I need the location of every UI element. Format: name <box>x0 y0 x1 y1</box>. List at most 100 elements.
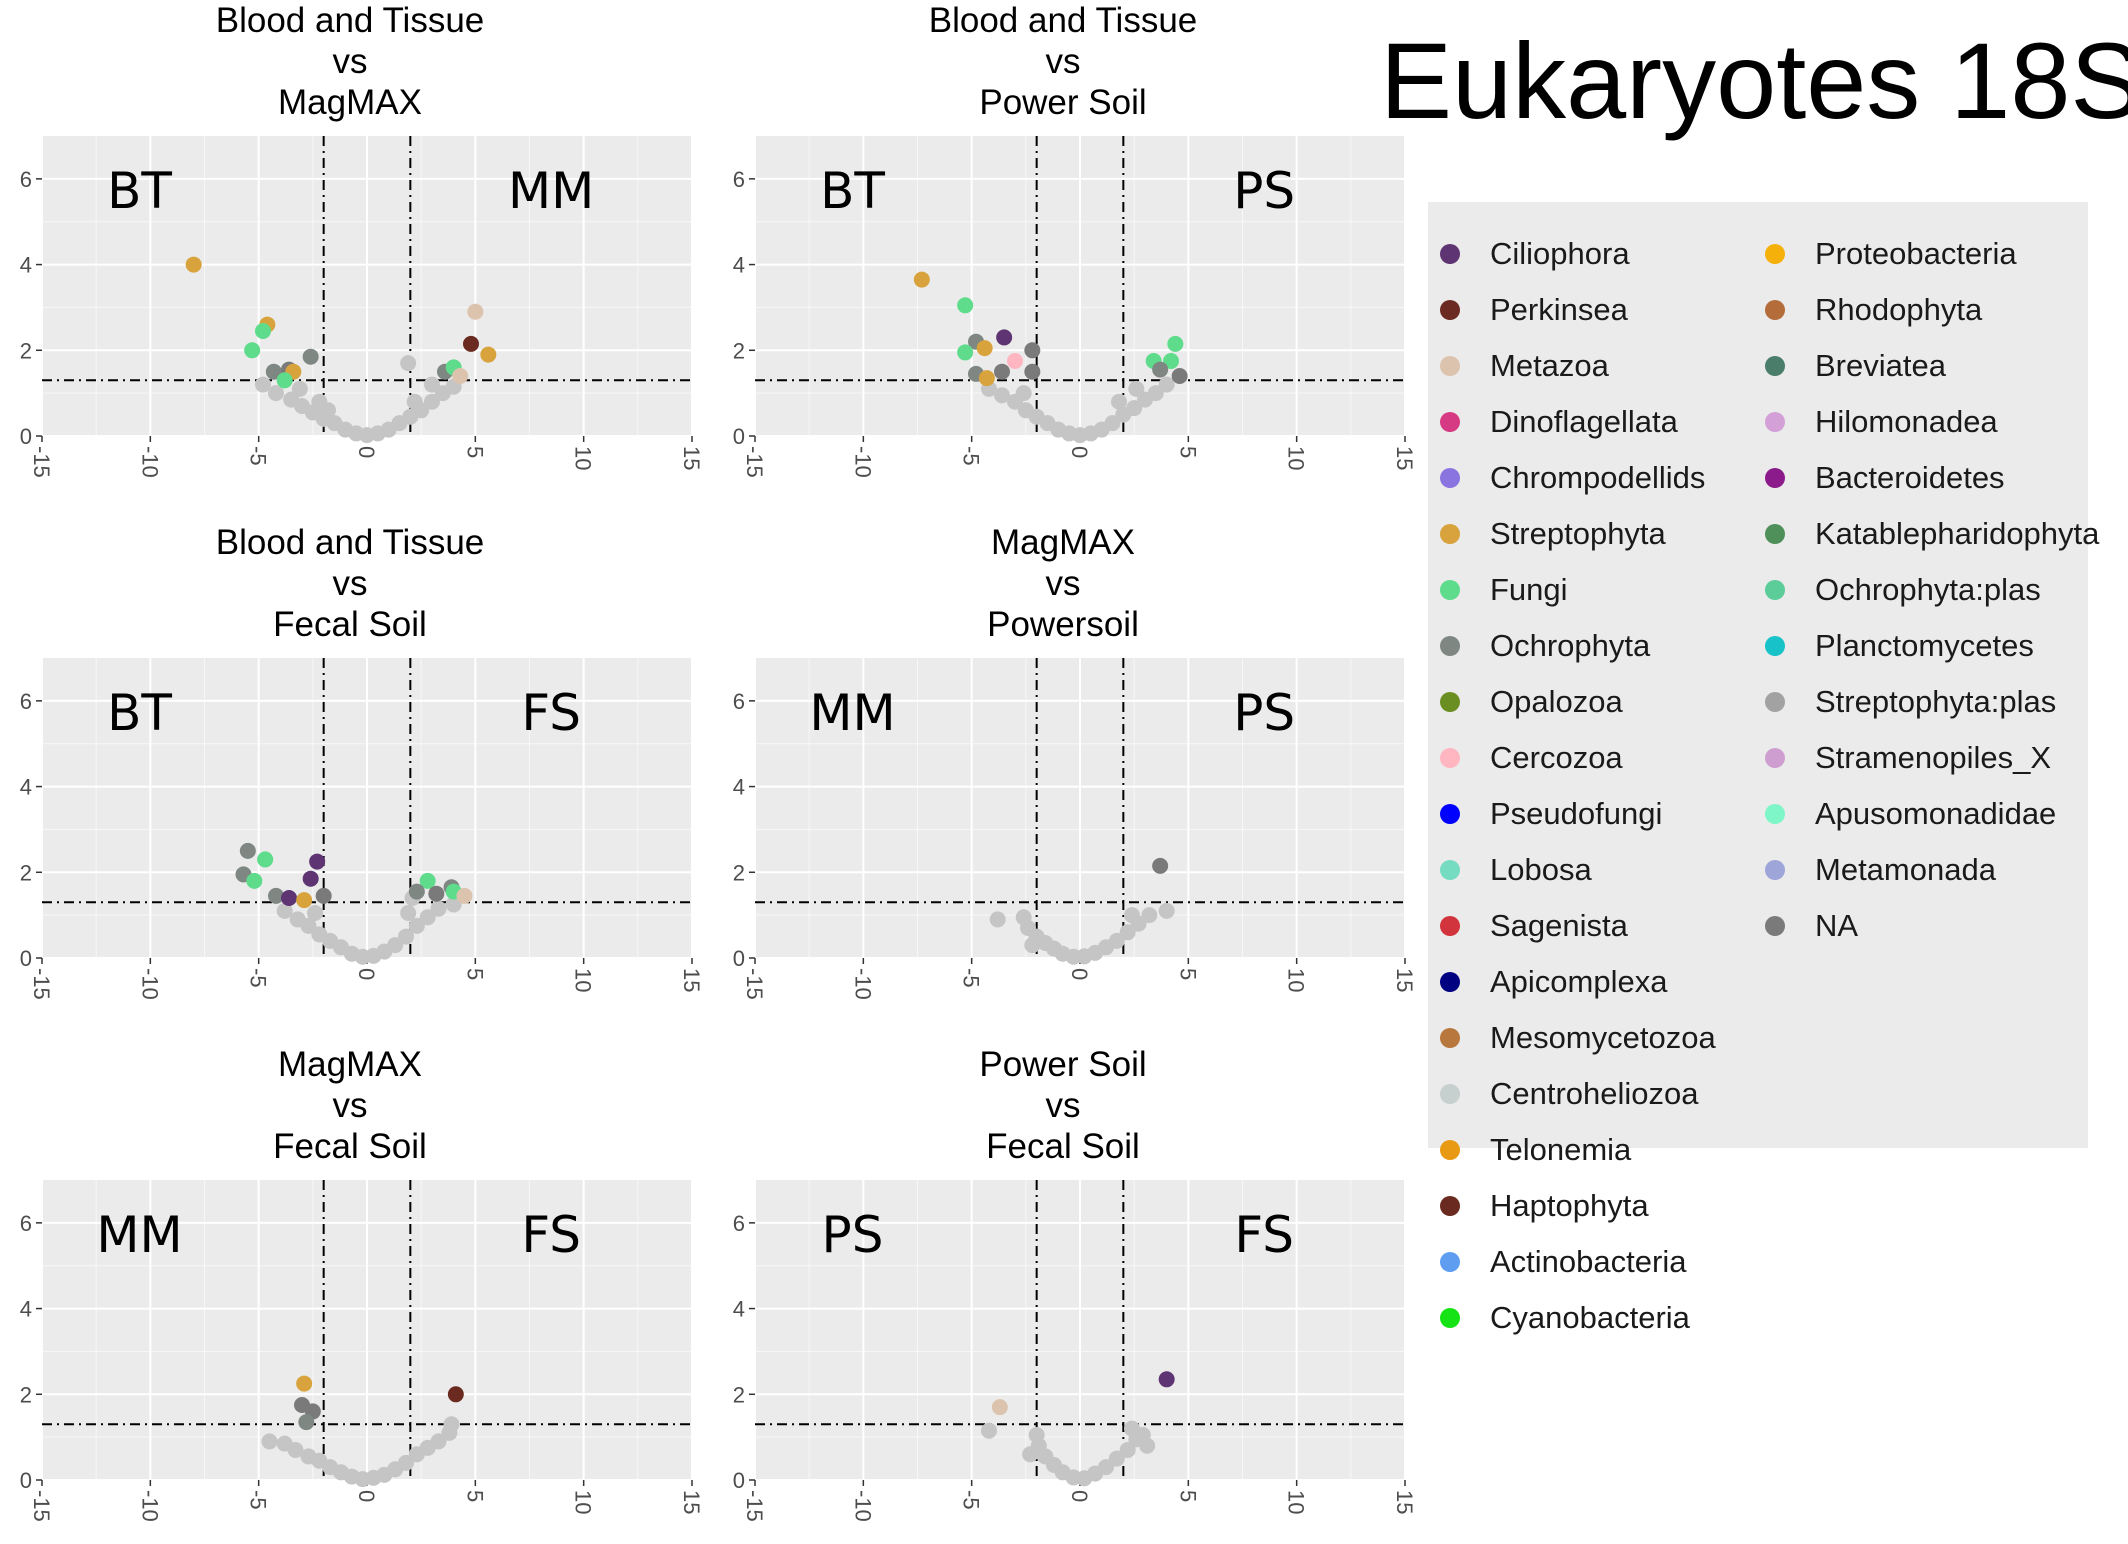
volcano-plot: 0 2 4 6 -15 -10 -5 0 5 10 15 MM FS <box>20 1180 700 1522</box>
legend-swatch <box>1440 748 1460 768</box>
data-point-streptophyta <box>976 340 993 357</box>
panel-title-line: MagMAX <box>278 1045 422 1084</box>
x-tick-label: 0 <box>1067 1490 1092 1502</box>
nonsignificant-point <box>981 1422 997 1439</box>
nonsignificant-point <box>1139 1437 1156 1454</box>
legend-label: Haptophyta <box>1490 1188 1649 1223</box>
legend-item: Proteobacteria <box>1753 226 2017 282</box>
y-tick-label: 2 <box>20 338 32 363</box>
legend-label: Metamonada <box>1815 852 1996 887</box>
panel-title-line: Blood and Tissue <box>215 1 485 40</box>
nonsignificant-point <box>445 896 462 913</box>
legend-swatch <box>1765 300 1785 320</box>
nonsignificant-point <box>1022 1446 1039 1463</box>
panel-title: Blood and Tissue vs Fecal Soil <box>0 522 700 645</box>
legend-swatch <box>1440 1252 1460 1272</box>
panel-title-line: Fecal Soil <box>273 1127 427 1166</box>
nonsignificant-point <box>1124 1420 1140 1437</box>
legend-swatch <box>1765 636 1785 656</box>
data-point-fungi <box>957 344 974 361</box>
legend-swatch <box>1440 580 1460 600</box>
legend-item: Katablepharidophyta <box>1753 506 2099 562</box>
legend-item: Breviatea <box>1753 338 1946 394</box>
data-point-ciliophora <box>309 853 326 870</box>
x-tick-label: 10 <box>1284 446 1309 470</box>
y-tick-label: 2 <box>733 860 745 885</box>
legend-swatch <box>1765 356 1785 376</box>
nonsignificant-point <box>1119 1442 1136 1458</box>
panel-title-line: vs <box>332 564 368 603</box>
x-tick-label: 0 <box>1067 968 1092 980</box>
legend-swatch <box>1440 860 1460 880</box>
legend-label: Apicomplexa <box>1490 964 1668 999</box>
legend-item: Cercozoa <box>1428 730 1623 786</box>
legend-item: NA <box>1753 898 1858 954</box>
x-tick-label: 5 <box>1175 968 1200 980</box>
legend-label: Dinoflagellata <box>1490 404 1678 439</box>
data-point-na <box>1024 342 1041 359</box>
nonsignificant-point <box>291 380 308 397</box>
legend-item: Haptophyta <box>1428 1178 1649 1234</box>
nonsignificant-point <box>287 1442 304 1458</box>
legend-label: Hilomonadea <box>1815 404 1998 439</box>
nonsignificant-point <box>300 917 317 934</box>
x-tick-label: -5 <box>246 446 271 466</box>
x-tick-label: 15 <box>1392 968 1413 992</box>
right-group-label: FS <box>1234 1206 1294 1264</box>
data-point-haptophyta <box>447 1386 464 1403</box>
nonsignificant-point <box>430 1433 447 1450</box>
legend-item: Centroheliozoa <box>1428 1066 1699 1122</box>
y-tick-label: 6 <box>733 689 745 714</box>
legend-swatch <box>1765 860 1785 880</box>
x-tick-label: 10 <box>571 968 596 992</box>
legend-swatch <box>1440 1084 1460 1104</box>
right-group-label: MM <box>508 162 594 220</box>
legend-swatch <box>1440 524 1460 544</box>
data-point-metazoa <box>467 303 484 320</box>
x-tick-label: -15 <box>29 446 54 478</box>
y-tick-label: 6 <box>733 167 745 192</box>
legend-item: Apusomonadidae <box>1753 786 2056 842</box>
panel-title-line: Blood and Tissue <box>928 1 1198 40</box>
legend-item: Streptophyta:plas <box>1753 674 2056 730</box>
x-tick-label: -5 <box>959 1490 984 1510</box>
data-point-na <box>994 363 1010 380</box>
legend-swatch <box>1440 244 1460 264</box>
volcano-plot-panel: Blood and Tissue vs MagMAX 0 2 4 6 -15 -10 -5 0 5 10… <box>0 0 700 500</box>
nonsignificant-point <box>430 900 447 917</box>
legend-label: Cercozoa <box>1490 740 1623 775</box>
x-tick-label: 15 <box>679 446 700 470</box>
legend-swatch <box>1440 356 1460 376</box>
right-group-label: PS <box>1233 684 1295 742</box>
x-tick-label: 15 <box>679 968 700 992</box>
volcano-plot: 0 2 4 6 -15 -10 -5 0 5 10 15 PS FS <box>733 1180 1413 1522</box>
legend-label: Cyanobacteria <box>1490 1300 1690 1335</box>
legend-item: Ciliophora <box>1428 226 1630 282</box>
legend-label: Actinobacteria <box>1490 1244 1687 1279</box>
data-point-ochrophyta <box>298 1414 315 1431</box>
nonsignificant-point <box>1124 907 1140 924</box>
legend-swatch <box>1765 524 1785 544</box>
x-tick-label: 15 <box>1392 1490 1413 1514</box>
x-tick-label: 10 <box>571 446 596 470</box>
legend-item: Cyanobacteria <box>1428 1290 1690 1346</box>
x-tick-label: -10 <box>137 1490 162 1522</box>
legend-item: Planctomycetes <box>1753 618 2034 674</box>
nonsignificant-point <box>994 387 1010 404</box>
legend-item: Rhodophyta <box>1753 282 1982 338</box>
y-tick-label: 6 <box>20 689 32 714</box>
legend-label: Metazoa <box>1490 348 1609 383</box>
panel-title: Power Soil vs Fecal Soil <box>713 1044 1413 1167</box>
y-tick-label: 4 <box>733 1297 745 1322</box>
legend: Ciliophora Perkinsea Metazoa Dinoflagellata… <box>1428 202 2099 1335</box>
nonsignificant-point <box>1111 393 1127 410</box>
legend-item: Lobosa <box>1428 842 1592 898</box>
y-tick-label: 6 <box>733 1211 745 1236</box>
panel-title: Blood and Tissue vs MagMAX <box>0 0 700 123</box>
volcano-plot: 0 2 4 6 -15 -10 -5 0 5 10 15 BT FS <box>20 658 700 1000</box>
nonsignificant-point <box>276 902 293 919</box>
panel-title-line: Power Soil <box>979 1045 1147 1084</box>
nonsignificant-point <box>989 911 1006 928</box>
nonsignificant-point <box>268 385 284 402</box>
legend-swatch <box>1440 692 1460 712</box>
